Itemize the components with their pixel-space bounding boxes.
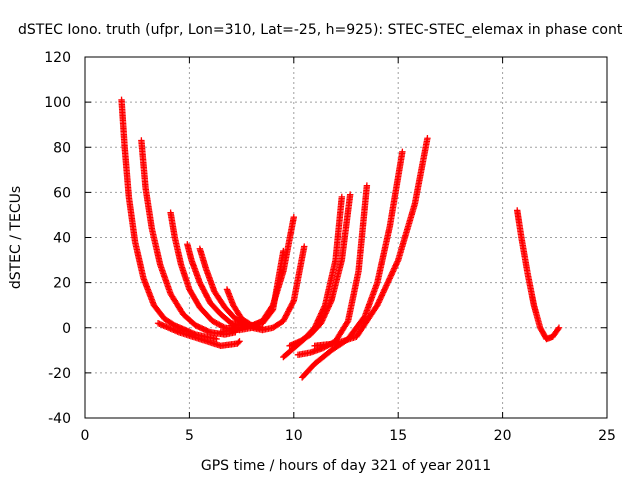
series-0 — [118, 96, 220, 343]
data-point — [326, 301, 333, 309]
data-point — [554, 325, 562, 333]
data-point — [385, 278, 392, 285]
data-point — [379, 290, 386, 298]
x-tick-label: 20 — [494, 428, 512, 444]
data-point — [324, 304, 332, 311]
data-point — [338, 193, 346, 201]
data-point — [388, 270, 395, 278]
data-point — [289, 298, 297, 306]
data-point — [383, 282, 390, 289]
data-point — [394, 258, 401, 265]
series-12 — [294, 182, 371, 359]
data-point — [381, 285, 389, 292]
series-3 — [184, 241, 256, 329]
data-point — [387, 272, 395, 279]
data-point — [363, 182, 371, 189]
y-tick-label: -40 — [48, 411, 71, 427]
data-point — [424, 135, 431, 142]
data-point — [399, 148, 406, 155]
data-point — [322, 310, 329, 317]
data-point — [378, 292, 386, 299]
data-point — [322, 308, 330, 316]
data-point — [379, 289, 387, 296]
series-15 — [514, 207, 563, 343]
data-point — [321, 312, 328, 320]
y-tick-label: 60 — [53, 185, 71, 201]
series-14 — [311, 135, 431, 349]
grid — [85, 57, 607, 418]
data-point — [320, 314, 327, 321]
data-point — [378, 293, 385, 300]
data-point — [344, 319, 351, 326]
data-point — [290, 213, 297, 221]
data-point — [390, 266, 397, 274]
y-axis-label: dSTEC / TECUs — [8, 186, 24, 289]
y-tick-label: 40 — [53, 231, 71, 247]
data-point — [391, 265, 398, 272]
data-point — [382, 283, 390, 291]
x-tick-label: 15 — [389, 428, 407, 444]
data-point — [376, 297, 383, 305]
data-point — [393, 261, 400, 268]
y-tick-label: 100 — [44, 95, 71, 111]
data-points — [118, 96, 563, 381]
data-point — [236, 338, 243, 345]
data-point — [387, 273, 394, 281]
data-point — [321, 311, 329, 318]
data-point — [319, 315, 327, 323]
data-point — [326, 300, 334, 307]
data-point — [374, 301, 381, 309]
tick-labels: 0 5 10 15 20 25 -40 -20 0 20 40 60 80 100 120 — [44, 50, 616, 444]
data-point — [327, 298, 334, 306]
data-point — [319, 317, 326, 324]
data-point — [384, 279, 391, 286]
x-tick-label: 0 — [81, 428, 90, 444]
y-tick-label: 80 — [53, 140, 71, 156]
data-point — [393, 259, 401, 267]
data-point — [555, 324, 563, 331]
x-axis-label: GPS time / hours of day 321 of year 2011 — [201, 458, 491, 474]
data-point — [375, 299, 382, 306]
data-point — [301, 243, 308, 250]
data-point — [381, 286, 388, 293]
data-point — [377, 294, 384, 302]
series-11 — [286, 191, 354, 349]
plot-frame — [84, 56, 608, 419]
data-point — [323, 307, 331, 314]
data-point — [280, 247, 287, 255]
data-point — [235, 339, 242, 346]
data-point — [383, 280, 391, 288]
x-tick-label: 25 — [598, 428, 616, 444]
y-tick-label: -20 — [48, 366, 71, 382]
y-tick-label: 0 — [62, 321, 71, 337]
series-6 — [154, 320, 243, 349]
chart-title: dSTEC Iono. truth (ufpr, Lon=310, Lat=-2… — [18, 22, 623, 38]
data-point — [318, 318, 325, 326]
y-tick-label: 120 — [44, 50, 71, 66]
data-point — [380, 287, 388, 295]
data-point — [376, 296, 384, 303]
data-point — [392, 262, 399, 269]
series-9 — [248, 243, 308, 334]
data-point — [391, 263, 399, 271]
series-8 — [227, 247, 287, 329]
data-point — [346, 191, 354, 198]
data-point — [389, 268, 397, 275]
x-tick-label: 5 — [185, 428, 194, 444]
data-point — [325, 303, 332, 310]
data-point — [389, 269, 396, 276]
x-tick-label: 10 — [285, 428, 303, 444]
data-point — [324, 305, 331, 313]
data-point — [385, 276, 393, 284]
data-point — [386, 275, 393, 282]
y-tick-label: 20 — [53, 276, 71, 292]
data-point — [317, 320, 325, 327]
data-point — [374, 300, 382, 307]
